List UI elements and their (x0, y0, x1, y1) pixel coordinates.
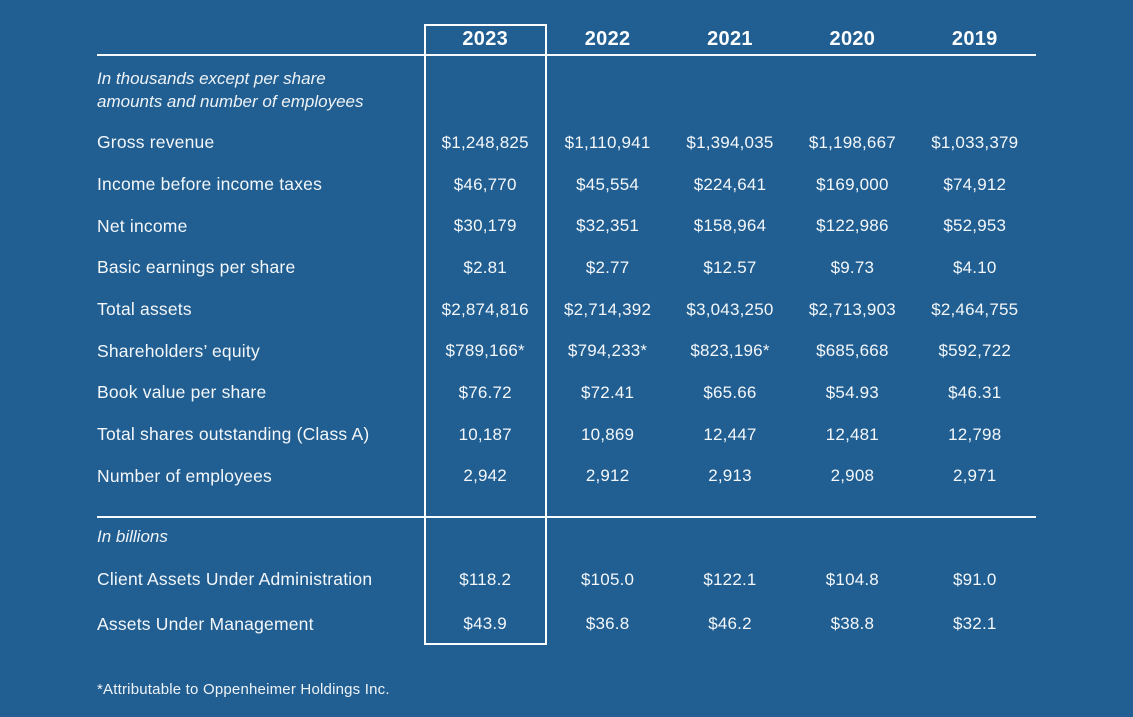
row-value: $12.57 (703, 257, 757, 277)
row-value: 2,971 (952, 466, 997, 486)
row-value: 2,942 (463, 466, 507, 486)
table-row: Total shares outstanding (Class A) 10,187… (97, 414, 1036, 456)
row-value: $46.31 (948, 382, 1002, 402)
row-value: $1,394,035 (686, 132, 774, 152)
row-value: 2,908 (830, 466, 875, 486)
year-header-2021: 2021 (707, 27, 753, 50)
units-note: In thousands except per share amounts an… (97, 56, 424, 113)
row-value: $2,714,392 (564, 299, 652, 319)
year-header-2023: 2023 (462, 27, 509, 50)
year-header-2019: 2019 (951, 27, 998, 50)
year-header-2022: 2022 (584, 27, 631, 50)
year-header-row: 2023 2022 2021 2020 2019 (97, 24, 1036, 56)
row-value: $169,000 (816, 174, 889, 194)
row-value: $32.1 (952, 614, 997, 634)
table-row: Income before income taxes $46,770 $45,554… (97, 164, 1036, 206)
row-value: $43.9 (463, 614, 507, 634)
row-label: Shareholders’ equity (97, 340, 260, 361)
row-value: $72.41 (580, 382, 635, 402)
billions-note: In billions (97, 527, 168, 547)
row-value: $1,033,379 (931, 132, 1019, 152)
section-billions-rows: Client Assets Under Administration $118.2… (97, 556, 1036, 645)
row-value: $52,953 (943, 216, 1007, 236)
table-row: Number of employees 2,942 2,912 2,913 2,908 2… (97, 456, 1036, 498)
row-value: $4.10 (952, 257, 997, 277)
row-label: Net income (97, 215, 188, 236)
row-label: Book value per share (97, 382, 267, 403)
row-value: $38.8 (830, 614, 875, 634)
row-value: $122.1 (703, 569, 757, 589)
row-value: $2.77 (585, 257, 630, 277)
row-label: Total shares outstanding (Class A) (97, 424, 370, 445)
row-value: 2,913 (708, 466, 752, 486)
row-label: Total assets (97, 299, 192, 320)
financial-highlights-table: 2023 2022 2021 2020 2019 In thousands ex… (97, 24, 1036, 645)
units-note-line1: In thousands except per share (97, 69, 326, 88)
row-label: Number of employees (97, 465, 272, 486)
row-label: Gross revenue (97, 132, 215, 153)
table-row: Net income $30,179 $32,351 $158,964 $122,986… (97, 205, 1036, 247)
row-value: $823,196* (690, 341, 770, 361)
table-row: Basic earnings per share $2.81 $2.77 $12.57… (97, 247, 1036, 289)
row-value: $685,668 (816, 341, 889, 361)
row-value: 12,481 (825, 424, 879, 444)
table-row: Client Assets Under Administration $118.2… (97, 556, 1036, 603)
row-value: $1,110,941 (564, 132, 651, 152)
units-note-line2: amounts and number of employees (97, 92, 364, 111)
row-value: $2,874,816 (441, 299, 529, 319)
row-value: $1,248,825 (441, 132, 529, 152)
row-value: 12,798 (948, 424, 1002, 444)
footnote: *Attributable to Oppenheimer Holdings In… (97, 681, 390, 698)
row-value: $54.93 (825, 382, 879, 402)
row-value: $789,166* (445, 341, 525, 361)
row-label: Income before income taxes (97, 174, 323, 195)
billions-note-row: In billions (97, 518, 1036, 556)
row-label: Basic earnings per share (97, 257, 296, 278)
row-value: $118.2 (459, 569, 512, 589)
row-value: $30,179 (453, 216, 517, 236)
row-value: $36.8 (585, 614, 630, 634)
row-value: $2,713,903 (808, 299, 896, 319)
row-value: $32,351 (576, 216, 640, 236)
row-value: $105.0 (580, 569, 635, 589)
row-value: $46,770 (453, 174, 517, 194)
row-value: $2.81 (463, 257, 507, 277)
table-row: Book value per share $76.72 $72.41 $65.66 $5… (97, 372, 1036, 414)
row-value: $592,722 (938, 341, 1012, 361)
row-value: $45,554 (576, 174, 640, 194)
row-label: Assets Under Management (97, 613, 314, 634)
table-row: Assets Under Management $43.9 $36.8 $46.2 $3… (97, 603, 1036, 645)
year-header-2020: 2020 (829, 27, 876, 50)
table-row: Shareholders’ equity $789,166* $794,233* $8… (97, 330, 1036, 372)
row-value: 12,447 (703, 424, 757, 444)
row-value: 10,869 (580, 424, 635, 444)
section-divider (97, 497, 1036, 519)
row-value: $122,986 (816, 216, 889, 236)
row-value: $9.73 (830, 257, 875, 277)
row-value: 10,187 (458, 424, 512, 444)
row-value: $76.72 (458, 382, 512, 402)
row-value: $104.8 (825, 569, 879, 589)
row-value: $3,043,250 (686, 299, 774, 319)
section-thousands-rows: Gross revenue $1,248,825 $1,110,941 $1,394,… (97, 122, 1036, 497)
row-value: $794,233* (567, 341, 648, 361)
row-value: $224,641 (693, 174, 767, 194)
row-value: $158,964 (693, 216, 767, 236)
row-value: $2,464,755 (931, 299, 1019, 319)
row-value: $74,912 (943, 174, 1007, 194)
row-value: $46.2 (708, 614, 752, 634)
row-value: $1,198,667 (808, 132, 896, 152)
table-row: Total assets $2,874,816 $2,714,392 $3,043,2… (97, 289, 1036, 331)
units-note-row: In thousands except per share amounts an… (97, 56, 1036, 122)
row-label: Client Assets Under Administration (97, 569, 373, 590)
table-row: Gross revenue $1,248,825 $1,110,941 $1,394,… (97, 122, 1036, 164)
row-value: 2,912 (585, 466, 630, 486)
row-value: $91.0 (952, 569, 997, 589)
row-value: $65.66 (703, 382, 757, 402)
